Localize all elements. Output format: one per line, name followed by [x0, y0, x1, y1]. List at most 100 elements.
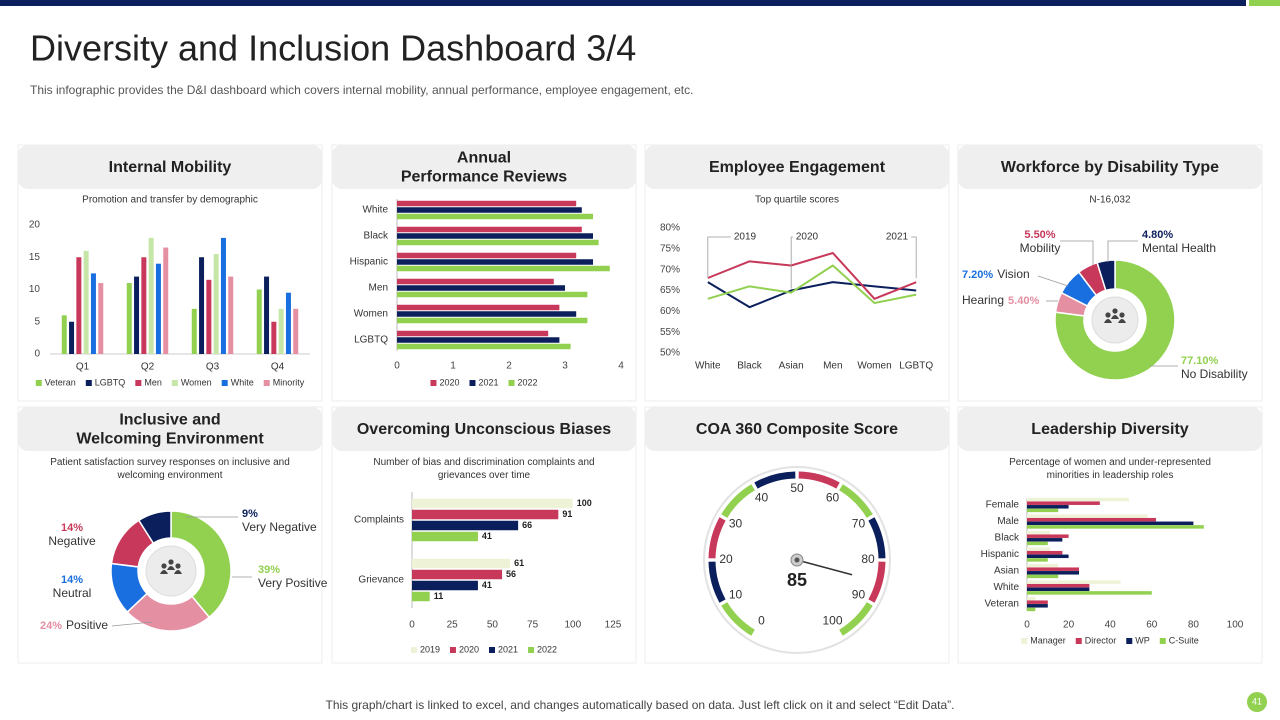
- legend-swatch: [469, 380, 476, 386]
- y-tick-label: 55%: [660, 327, 680, 338]
- bar: [397, 265, 610, 272]
- x-tick-label: 100: [1227, 620, 1244, 631]
- panel-subtitle: Patient satisfaction survey responses on…: [50, 457, 290, 481]
- legend-label: Men: [144, 377, 162, 387]
- x-tick-label: 2: [506, 361, 512, 372]
- bar: [397, 337, 560, 343]
- slice-name-label: Mental Health: [1142, 241, 1216, 255]
- x-tick-label: 20: [1063, 620, 1075, 631]
- bar: [98, 283, 104, 354]
- x-tick-label: 50: [487, 620, 499, 631]
- slice-name-label: Hearing: [962, 293, 1004, 307]
- x-tick-label: 0: [1024, 620, 1030, 631]
- gauge-tick-label: 60: [826, 491, 840, 505]
- legend-swatch: [489, 647, 495, 653]
- x-tick-label: 75: [527, 620, 539, 631]
- legend-swatch: [1021, 638, 1028, 644]
- panel-subtitle: N-16,032: [1089, 195, 1131, 206]
- bar: [412, 569, 503, 580]
- panel-header: [958, 407, 1262, 451]
- legend-label: White: [231, 377, 254, 387]
- y-tick-label: Hispanic: [981, 549, 1019, 560]
- gauge-tick-label: 70: [852, 517, 866, 531]
- center-icon-body: [1104, 319, 1112, 323]
- legend-label: Minority: [273, 377, 305, 387]
- top-bar: [0, 0, 1246, 6]
- legend-label: Veteran: [45, 377, 76, 387]
- y-tick-label: Hispanic: [350, 257, 388, 268]
- legend-swatch: [221, 380, 228, 386]
- gauge-band: [754, 471, 796, 489]
- bar: [1027, 550, 1063, 555]
- bar: [1027, 541, 1048, 546]
- panel: Overcoming Unconscious Biases Number of b…: [331, 406, 637, 664]
- line-series: [707, 281, 917, 309]
- bar: [278, 308, 284, 354]
- center-disc: [1091, 296, 1139, 344]
- legend-swatch: [1075, 638, 1082, 644]
- bar: [141, 257, 147, 354]
- gauge-needle: [796, 559, 853, 576]
- center-icon-head: [1105, 312, 1111, 318]
- x-tick-label: 125: [605, 620, 622, 631]
- legend-label: 2021: [498, 644, 518, 654]
- y-tick-label: White: [993, 582, 1019, 593]
- x-tick-label: Q2: [141, 362, 155, 373]
- legend-swatch: [85, 380, 92, 386]
- y-tick-label: 50%: [660, 348, 680, 359]
- y-tick-label: Women: [354, 309, 388, 320]
- y-tick-label: 5: [34, 316, 40, 327]
- bar: [1027, 591, 1152, 595]
- bar: [213, 254, 219, 354]
- panel-header: [18, 407, 322, 451]
- x-tick-label: 25: [447, 620, 459, 631]
- panel-header: [18, 145, 322, 189]
- data-label: 91: [562, 509, 572, 519]
- bar: [271, 321, 277, 354]
- bar: [126, 283, 132, 354]
- bar: [412, 498, 573, 509]
- bar: [1027, 558, 1048, 562]
- gauge-band: [868, 561, 886, 603]
- legend-label: Manager: [1030, 635, 1066, 645]
- bar: [412, 509, 559, 520]
- top-bar-accent: [1249, 0, 1280, 6]
- bar: [397, 226, 582, 233]
- bar: [1027, 580, 1121, 584]
- legend-label: Women: [181, 377, 212, 387]
- legend: Veteran LGBTQ Men Women White Minority: [35, 377, 305, 387]
- slice-leader: [1107, 240, 1138, 262]
- legend-swatch: [410, 647, 417, 653]
- x-tick-label: Women: [857, 361, 891, 372]
- slice-name-label: No Disability: [1181, 367, 1248, 381]
- panel: Annual Performance Reviews 0 1 2 3 4 White Black…: [331, 144, 637, 402]
- legend-swatch: [35, 380, 42, 386]
- legend-label: 2022: [518, 377, 538, 387]
- panel-title: Inclusive and Welcoming Environment: [76, 412, 264, 448]
- bar: [1027, 505, 1069, 509]
- bar: [397, 343, 571, 350]
- bar: [264, 276, 270, 354]
- panel-header: [332, 407, 636, 451]
- y-tick-label: 70%: [660, 264, 680, 275]
- legend-swatch: [1159, 638, 1166, 644]
- bar: [412, 520, 519, 531]
- gauge-tick-label: 50: [790, 481, 804, 495]
- legend-label: 2021: [478, 377, 498, 387]
- bar: [220, 237, 226, 354]
- bar: [412, 591, 430, 602]
- panel-title: Internal Mobility: [109, 159, 232, 176]
- bar: [397, 239, 599, 246]
- bar: [397, 252, 577, 259]
- y-tick-label: Male: [997, 516, 1019, 527]
- gauge-band: [721, 602, 755, 636]
- bar: [90, 273, 96, 354]
- center-icon-head: [168, 559, 174, 565]
- legend-swatch: [263, 380, 270, 386]
- slice-value-label: 4.80%: [1142, 229, 1173, 241]
- bar: [228, 276, 234, 354]
- y-tick-label: Complaints: [354, 515, 404, 526]
- x-tick-label: Asian: [779, 361, 804, 372]
- slice-value-label: 14%: [61, 574, 83, 586]
- slice-name-label: Positive: [66, 618, 108, 632]
